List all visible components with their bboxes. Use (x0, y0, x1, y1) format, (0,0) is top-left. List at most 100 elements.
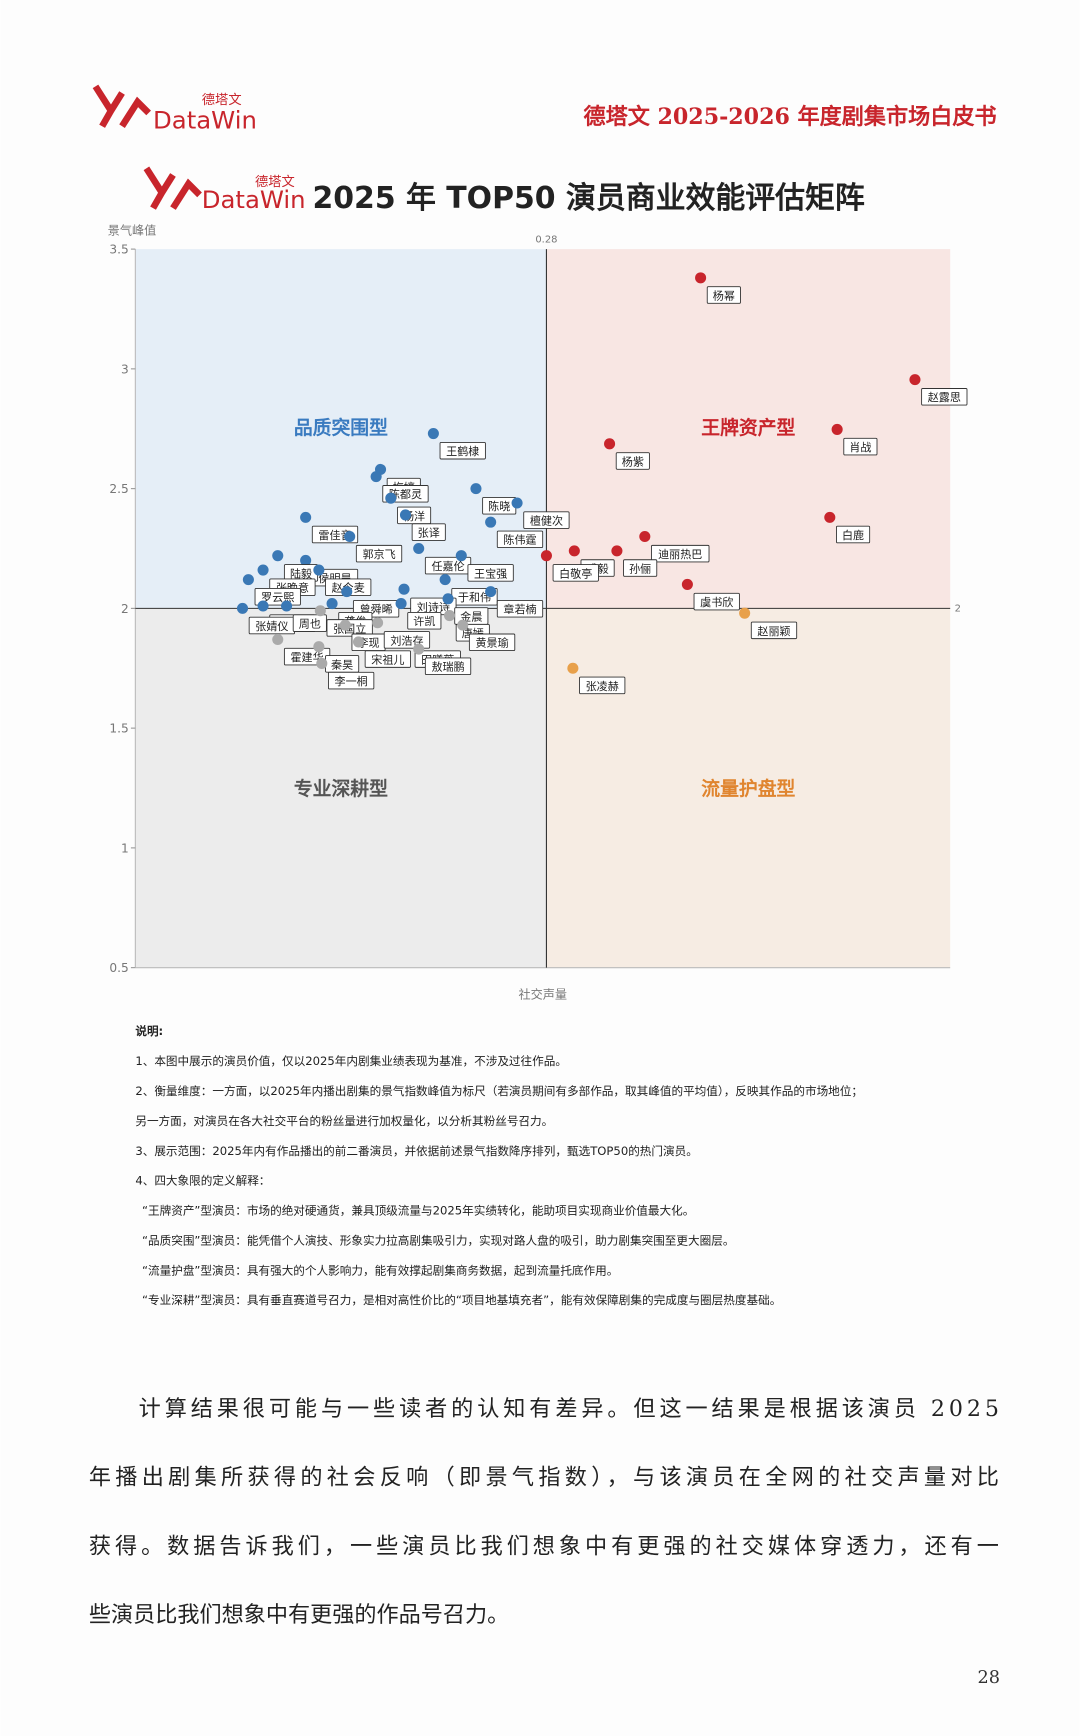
note-line: “专业深耕”型演员：具有垂直赛道号召力，是相对高性价比的“项目地基填充者”，能有… (142, 1293, 781, 1307)
data-point (314, 605, 326, 617)
data-point (470, 483, 482, 495)
point-label-box (328, 671, 375, 690)
x-divider-label: 0.28 (535, 234, 557, 245)
data-point (372, 617, 384, 629)
data-point (281, 600, 293, 612)
point-label-box (468, 633, 516, 652)
point-label: 许凯 (413, 615, 435, 628)
point-label-box (706, 286, 741, 304)
note-line: 4、四大象限的定义解释： (135, 1174, 270, 1188)
point-label: 宋祖儿 (371, 652, 404, 666)
point-label: 虞书欣 (700, 595, 733, 609)
point-label: 肖战 (849, 440, 871, 454)
point-label-box (364, 650, 411, 668)
point-label: 张译 (418, 527, 440, 540)
body-line: 年播出剧集所获得的社会反响（即景气指数），与该演员在全网的社交声量对比 (89, 1465, 999, 1491)
data-point (352, 636, 365, 648)
point-label: 于和伟 (458, 591, 491, 604)
data-point (257, 564, 269, 576)
data-point (909, 374, 921, 386)
data-point (313, 641, 325, 653)
data-point (695, 272, 707, 284)
quadrant-background (135, 249, 547, 609)
data-point (272, 550, 284, 562)
point-label: 檀健次 (530, 514, 563, 528)
chart-title: 2025 年 TOP50 演员商业效能评估矩阵 (312, 181, 864, 216)
data-point (313, 564, 325, 576)
note-line: 3、展示范围：2025年内有作品播出的前二番演员，并依据前述景气指数降序排列，甄… (135, 1144, 698, 1158)
y-tick-label: 1 (121, 841, 129, 855)
y-tick-label: 0.5 (109, 961, 128, 975)
point-label-box (292, 614, 327, 632)
note-line: “流量护盘”型演员：具有强大的个人影响力，能有效撑起剧集商务数据，起到流量托底作… (142, 1263, 618, 1277)
data-point (831, 423, 843, 435)
point-label: 章若楠 (503, 602, 536, 616)
point-label: 刘浩存 (390, 633, 423, 647)
y-tick-label: 3 (121, 362, 129, 376)
data-point (326, 598, 338, 610)
document-text: 说明: 1、本图中展示的演员价值，仅以2025年内剧集业绩表现为基准，不涉及过往作… (89, 1024, 999, 1628)
y-tick-label: 2 (121, 602, 129, 616)
point-label: 陈晓 (488, 499, 510, 513)
quadrant-background (546, 608, 951, 968)
data-point (399, 509, 412, 521)
point-label-box (693, 592, 740, 611)
point-label: 白敬亭 (559, 566, 592, 580)
data-point (344, 530, 356, 543)
chart-logo-cn: 德塔文 (255, 174, 295, 190)
data-point (639, 530, 651, 543)
note-line: 1、本图中展示的演员价值，仅以2025年内剧集业绩表现为基准，不涉及过往作品。 (135, 1054, 567, 1068)
data-point (398, 583, 410, 595)
point-label-box (651, 544, 710, 563)
data-point (511, 497, 523, 509)
data-point (413, 643, 425, 655)
data-point (316, 657, 328, 669)
point-label-box (424, 657, 472, 675)
point-label: 王宝强 (474, 566, 507, 580)
data-point (567, 662, 579, 674)
y-divider-label: 2 (955, 604, 961, 615)
data-point (413, 542, 425, 555)
data-point (739, 607, 751, 619)
data-point (257, 600, 269, 612)
data-point (341, 586, 353, 598)
data-point (442, 593, 454, 605)
note-line: 说明: (135, 1024, 163, 1038)
point-label-box (411, 523, 446, 541)
point-label-box (523, 511, 570, 529)
point-label-box (552, 564, 599, 582)
point-label: 陈伟霆 (503, 533, 536, 547)
data-point (236, 602, 249, 614)
data-point (485, 516, 497, 528)
note-line: 另一方面，对演员在各大社交平台的粉丝量进行加权量化，以分析其粉丝号召力。 (135, 1114, 553, 1128)
chart-logo-mark (143, 166, 202, 210)
data-point (455, 550, 467, 562)
note-line: 2、衡量维度：一方面，以2025年内播出剧集的景气指数峰值为标尺（若演员期间有多… (135, 1084, 863, 1098)
point-label-box (439, 441, 486, 460)
y-tick-label: 2.5 (109, 482, 128, 496)
point-label-box (496, 530, 544, 549)
data-point (485, 586, 497, 598)
quadrant-label: 品质突围型 (294, 416, 388, 439)
point-label: 赵露思 (928, 390, 961, 404)
data-point (395, 598, 407, 610)
data-point (427, 427, 439, 440)
body-line: 获得。数据告诉我们，一些演员比我们想象中有更强的社交媒体穿透力，还有一 (89, 1533, 999, 1559)
note-line: “品质突围”型演员：能凭借个人演技、形象实力拉高剧集吸引力，实现对路人盘的吸引，… (142, 1233, 735, 1247)
point-label: 雷佳音 (318, 528, 351, 542)
point-label: 金晨 (460, 609, 482, 623)
data-point (824, 511, 836, 523)
point-label: 周也 (299, 618, 321, 631)
point-label-box (467, 564, 514, 582)
data-point (457, 619, 469, 631)
point-label: 张婧仪 (255, 619, 288, 633)
point-label-box (836, 525, 871, 544)
point-label-box (254, 588, 301, 606)
point-label: 敖瑞鹏 (431, 660, 464, 674)
point-label: 李一桐 (335, 674, 368, 688)
point-label: 刘诗诗 (417, 600, 450, 614)
point-label: 王鹤棣 (446, 444, 479, 458)
point-label-box (750, 621, 798, 640)
logo-mark (92, 84, 151, 128)
